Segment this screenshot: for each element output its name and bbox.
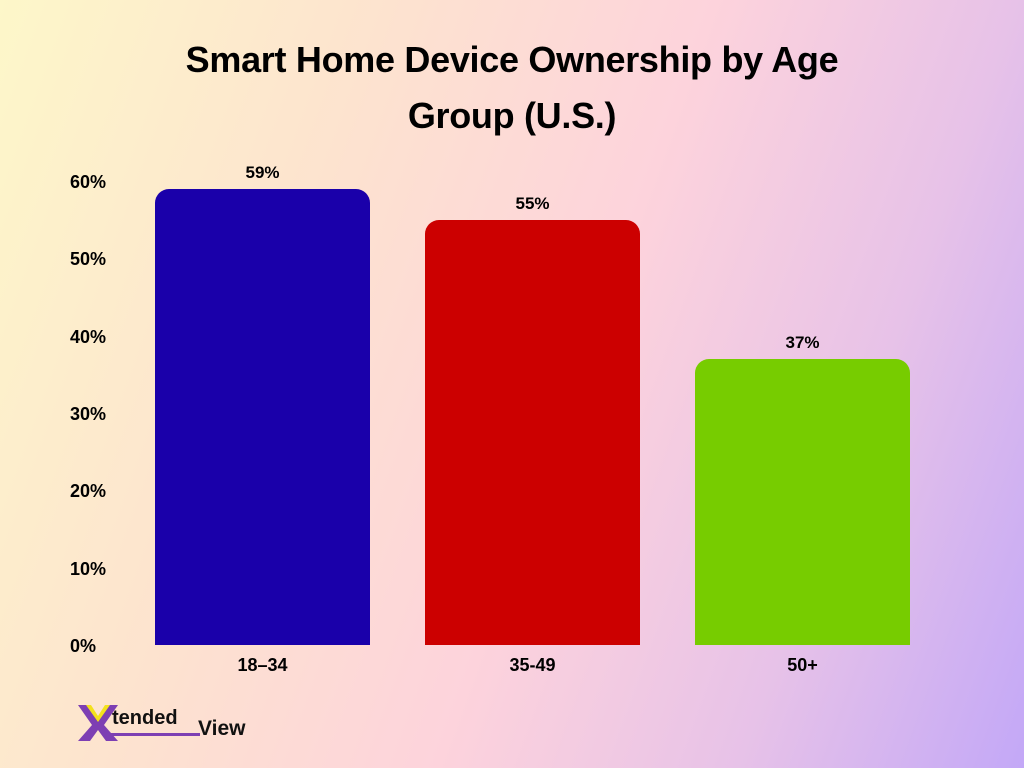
bar-label-18-34: 59% <box>245 162 280 182</box>
y-tick-50: 50% <box>70 249 107 269</box>
logo-text-view: View <box>198 717 246 740</box>
bar-35-49 <box>425 219 640 645</box>
chart-title-line-1: Smart Home Device Ownership by Age <box>185 39 839 80</box>
x-tick-50-plus: 50+ <box>787 655 818 675</box>
y-tick-20: 20% <box>70 481 107 501</box>
bar-50-plus <box>695 358 910 645</box>
logo-underline <box>108 733 200 736</box>
bar-label-35-49: 55% <box>515 193 550 213</box>
bar-label-50-plus: 37% <box>785 332 820 352</box>
x-tick-18-34: 18–34 <box>237 655 288 675</box>
logo-text-tended: tended <box>112 707 178 729</box>
chart-title: Smart Home Device Ownership by Age Group… <box>0 32 1024 144</box>
y-tick-60: 60% <box>70 172 107 192</box>
chart-title-line-2: Group (U.S.) <box>407 95 617 136</box>
y-tick-10: 10% <box>70 559 107 579</box>
x-logo-icon <box>78 705 118 741</box>
xtendedview-logo: tended View <box>78 703 278 745</box>
bar-18-34 <box>155 188 370 645</box>
y-tick-30: 30% <box>70 404 107 424</box>
y-tick-0: 0% <box>70 636 97 656</box>
x-tick-35-49: 35-49 <box>509 655 556 675</box>
y-tick-40: 40% <box>70 327 107 347</box>
